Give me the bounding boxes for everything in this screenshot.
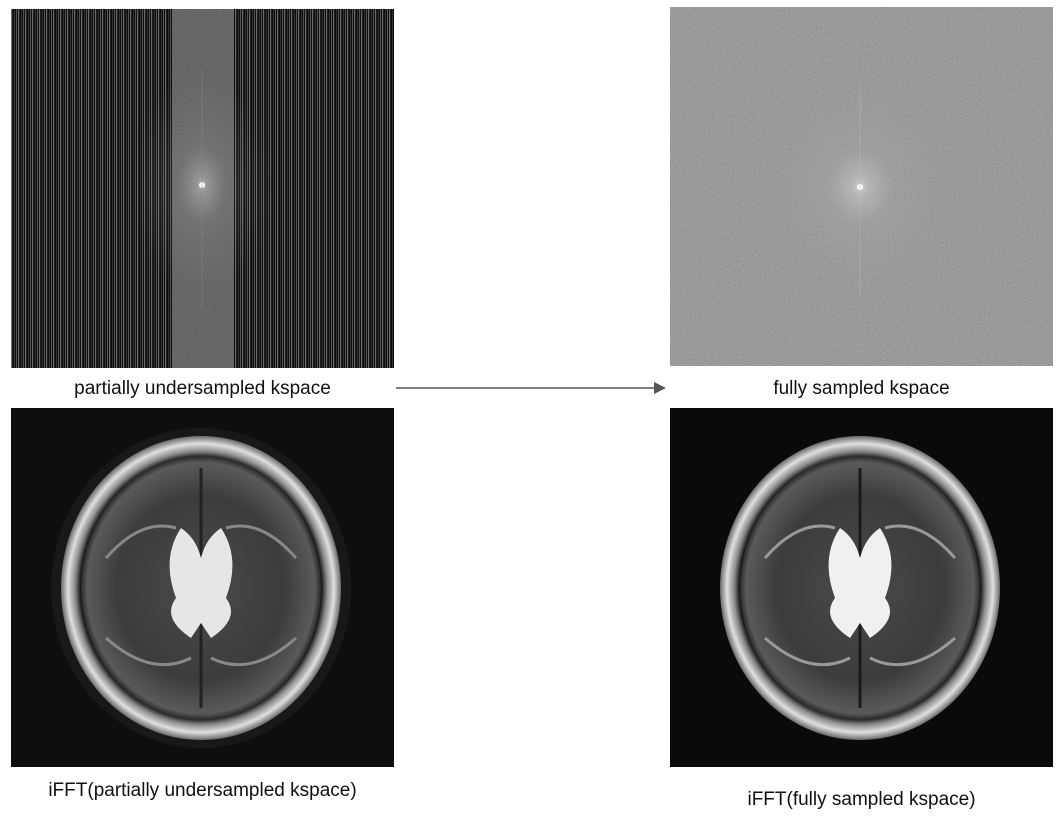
full-kspace-caption: fully sampled kspace [773, 378, 950, 399]
undersampled-recon-caption: iFFT(partially undersampled kspace) [48, 780, 357, 801]
arrow [396, 378, 668, 398]
full-recon-caption: iFFT(fully sampled kspace) [747, 789, 976, 810]
full-recon-image [670, 408, 1053, 767]
undersampled-kspace-image [11, 9, 394, 368]
undersampled-kspace-caption: partially undersampled kspace [74, 378, 331, 399]
undersampled-recon-image [11, 408, 394, 767]
full-kspace-image [670, 7, 1053, 366]
